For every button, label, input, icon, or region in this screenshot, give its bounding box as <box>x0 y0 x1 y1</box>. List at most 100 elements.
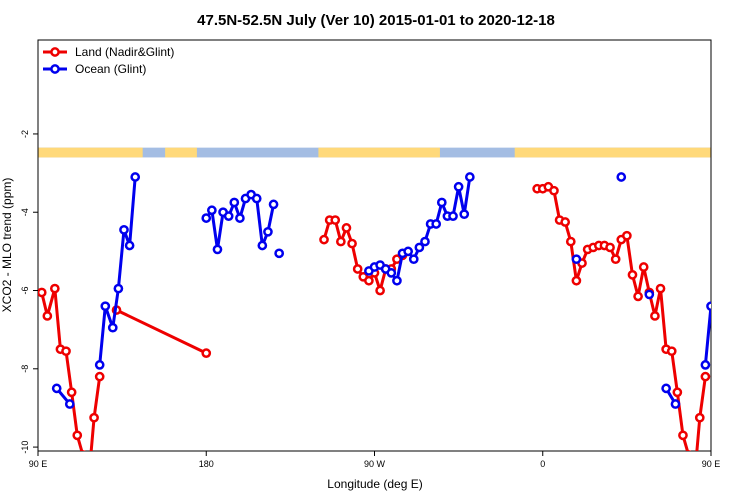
data-point <box>251 193 262 204</box>
land-ocean-strip <box>38 147 711 158</box>
legend: Land (Nadir&Glint) Ocean (Glint) <box>43 45 174 76</box>
data-point <box>201 213 212 223</box>
data-point <box>737 173 744 180</box>
data-point <box>672 387 683 398</box>
x-tick-label: 90 E <box>702 459 721 469</box>
data-point <box>85 479 92 486</box>
x-tick-label: 90 E <box>29 459 48 469</box>
data-point <box>61 346 71 357</box>
data-point <box>436 197 447 208</box>
data-point <box>650 311 660 321</box>
data-point <box>72 430 83 441</box>
y-tick-label: -8 <box>20 365 30 373</box>
data-point <box>464 172 475 182</box>
x-tick-label: 90 W <box>364 459 386 469</box>
data-point <box>420 236 430 247</box>
data-point <box>64 399 75 409</box>
data-point <box>691 479 698 486</box>
data-point <box>336 236 346 247</box>
data-point <box>644 289 655 300</box>
x-tick-label: 0 <box>540 459 545 469</box>
data-point <box>694 412 705 423</box>
data-point <box>392 275 402 286</box>
data-point <box>257 240 268 251</box>
data-point <box>229 197 240 208</box>
data-point <box>706 301 711 312</box>
data-point <box>571 275 582 286</box>
data-point <box>610 254 621 265</box>
x-axis-title: Longitude (deg E) <box>327 477 422 491</box>
data-point <box>565 236 576 247</box>
data-point <box>375 285 385 296</box>
data-point <box>80 450 86 451</box>
data-point <box>42 311 53 321</box>
data-point <box>700 371 711 382</box>
data-point <box>678 430 688 441</box>
data-point <box>94 371 105 382</box>
data-point <box>94 360 105 370</box>
data-point <box>726 226 733 233</box>
data-point <box>627 270 638 280</box>
data-point <box>386 268 397 278</box>
y-tick-label: -4 <box>20 208 30 216</box>
data-point <box>235 213 245 223</box>
y-tick-label: -10 <box>20 441 30 454</box>
data-point <box>107 322 118 333</box>
series-line <box>98 176 137 366</box>
data-point <box>319 234 329 245</box>
data-point <box>571 254 582 265</box>
data-point <box>719 306 726 313</box>
data-point <box>431 219 442 229</box>
data-point <box>119 224 129 235</box>
chart-title: 47.5N-52.5N July (Ver 10) 2015-01-01 to … <box>197 12 555 29</box>
data-point <box>655 283 666 294</box>
data-point <box>616 172 627 182</box>
legend-label: Ocean (Glint) <box>75 62 146 76</box>
data-point <box>403 246 413 257</box>
data-point <box>201 348 212 358</box>
data-point <box>661 383 671 394</box>
data-point <box>130 172 141 182</box>
data-point <box>263 226 273 237</box>
data-point <box>347 238 357 249</box>
data-point <box>459 209 470 220</box>
y-tick-label: -2 <box>20 130 30 138</box>
data-point <box>100 301 111 312</box>
legend-label: Land (Nadir&Glint) <box>75 45 174 59</box>
data-point <box>414 242 425 253</box>
data-point <box>622 230 632 241</box>
series-line <box>115 308 207 355</box>
data-point <box>448 211 458 221</box>
data-point <box>113 283 124 294</box>
data-point <box>223 211 234 221</box>
land-strip <box>38 147 143 158</box>
data-point <box>685 450 692 451</box>
data-point <box>330 215 341 225</box>
data-point <box>633 291 643 302</box>
data-point <box>207 205 217 216</box>
data-point <box>605 242 615 253</box>
data-point <box>364 275 374 286</box>
data-point <box>453 181 464 192</box>
x-tick-label: 180 <box>199 459 214 469</box>
series-land <box>38 181 726 486</box>
legend-marker <box>50 47 60 57</box>
data-point <box>715 324 722 331</box>
data-point <box>638 262 649 272</box>
land-strip <box>318 147 440 158</box>
series-layer <box>38 172 744 486</box>
data-point <box>720 285 727 292</box>
data-point <box>268 199 279 210</box>
data-point <box>66 387 77 398</box>
data-point <box>352 264 363 274</box>
y-tick-label: -6 <box>20 287 30 295</box>
data-point <box>700 360 711 370</box>
data-point <box>732 242 739 249</box>
data-point <box>51 383 62 394</box>
land-strip <box>165 147 197 158</box>
data-point <box>124 240 135 251</box>
data-point <box>560 217 571 227</box>
legend-marker <box>50 64 60 74</box>
series-ocean <box>51 172 744 409</box>
